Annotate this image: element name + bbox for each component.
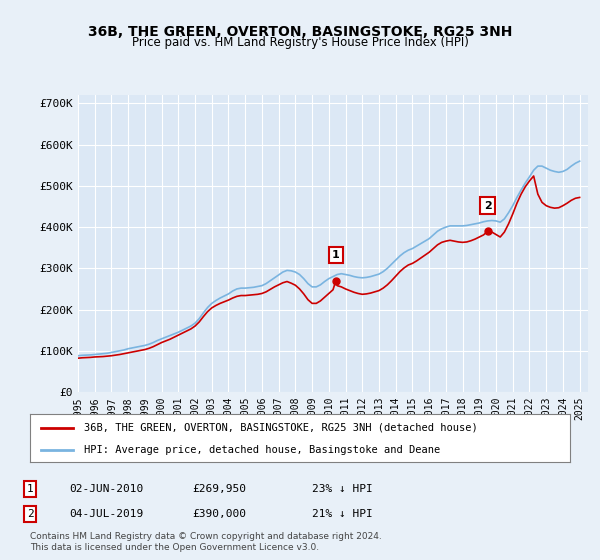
Text: 2: 2 [26, 509, 34, 519]
Text: Price paid vs. HM Land Registry's House Price Index (HPI): Price paid vs. HM Land Registry's House … [131, 36, 469, 49]
Text: HPI: Average price, detached house, Basingstoke and Deane: HPI: Average price, detached house, Basi… [84, 445, 440, 455]
Text: 23% ↓ HPI: 23% ↓ HPI [312, 484, 373, 494]
Text: 36B, THE GREEN, OVERTON, BASINGSTOKE, RG25 3NH: 36B, THE GREEN, OVERTON, BASINGSTOKE, RG… [88, 25, 512, 39]
Text: £390,000: £390,000 [192, 509, 246, 519]
Text: 1: 1 [26, 484, 34, 494]
Text: 36B, THE GREEN, OVERTON, BASINGSTOKE, RG25 3NH (detached house): 36B, THE GREEN, OVERTON, BASINGSTOKE, RG… [84, 423, 478, 433]
Text: £269,950: £269,950 [192, 484, 246, 494]
Text: 21% ↓ HPI: 21% ↓ HPI [312, 509, 373, 519]
Text: 04-JUL-2019: 04-JUL-2019 [69, 509, 143, 519]
Text: 2: 2 [484, 200, 491, 211]
Text: 1: 1 [332, 250, 340, 260]
Text: Contains HM Land Registry data © Crown copyright and database right 2024.
This d: Contains HM Land Registry data © Crown c… [30, 532, 382, 552]
Text: 02-JUN-2010: 02-JUN-2010 [69, 484, 143, 494]
